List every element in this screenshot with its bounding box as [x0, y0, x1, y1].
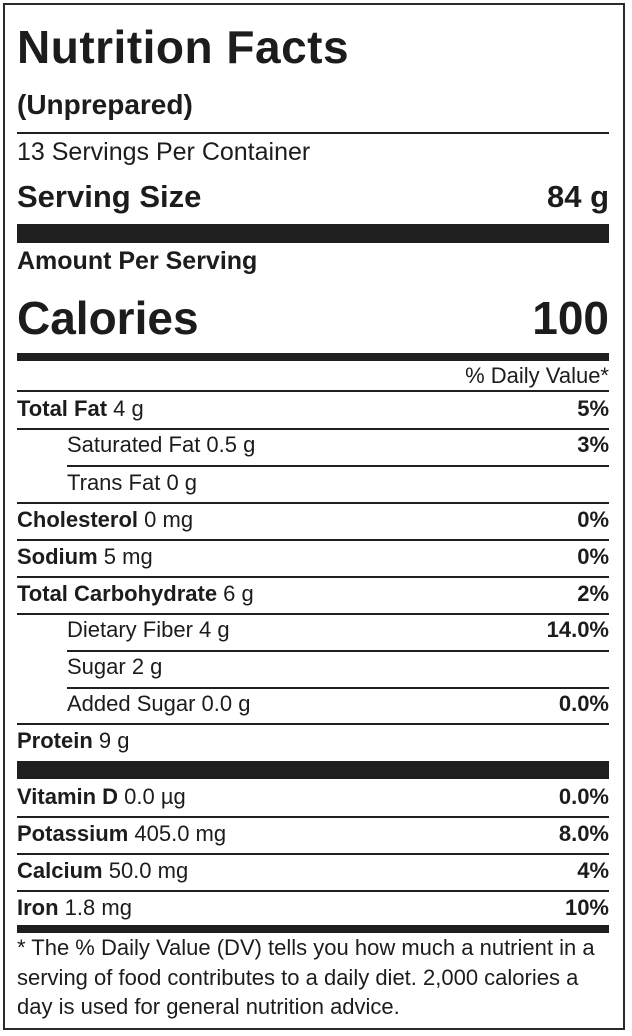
nutrient-row-total-carbohydrate: Total Carbohydrate 6 g 2% — [17, 580, 609, 608]
divider-thin — [17, 390, 609, 392]
divider-thin — [17, 853, 609, 855]
nutrient-amount: 9 g — [92, 728, 130, 753]
nutrient-amount: 6 g — [217, 581, 254, 606]
nutrient-row-potassium: Potassium 405.0 mg 8.0% — [17, 820, 609, 848]
label-subtitle: (Unprepared) — [17, 89, 193, 120]
divider-thin — [17, 613, 609, 615]
divider-thin — [17, 132, 609, 134]
calories-value: 100 — [532, 292, 609, 344]
divider-thin — [67, 465, 609, 467]
nutrient-amount: 4 g — [192, 617, 230, 642]
nutrient-dv: 0.0% — [558, 784, 609, 809]
nutrient-amount: 0 mg — [138, 507, 194, 532]
nutrient-row-added-sugar: Added Sugar 0.0 g 0.0% — [67, 690, 609, 718]
calories-row: Calories 100 — [17, 290, 609, 346]
divider-thin — [17, 428, 609, 430]
footnote: * The % Daily Value (DV) tells you how m… — [17, 935, 595, 1019]
divider-medium — [17, 925, 609, 933]
divider-thick — [17, 224, 609, 243]
nutrient-row-calcium: Calcium 50.0 mg 4% — [17, 857, 609, 885]
nutrient-row-sodium: Sodium 5 mg 0% — [17, 543, 609, 571]
nutrient-row-protein: Protein 9 g — [17, 727, 609, 755]
nutrient-name: Dietary Fiber — [67, 617, 193, 642]
nutrient-dv: 5% — [577, 396, 609, 421]
serving-size-label: Serving Size — [17, 179, 202, 214]
nutrient-row-total-fat: Total Fat 4 g 5% — [17, 395, 609, 423]
nutrient-amount: 50.0 mg — [102, 858, 189, 883]
nutrient-dv: 8.0% — [558, 821, 609, 846]
divider-thin — [17, 890, 609, 892]
nutrient-amount: 0.0 g — [195, 691, 251, 716]
servings-per-container: 13 Servings Per Container — [17, 138, 311, 166]
divider-thin — [17, 816, 609, 818]
nutrient-amount: 0 g — [160, 470, 198, 495]
calories-label: Calories — [17, 292, 199, 344]
nutrient-dv: 3% — [577, 432, 609, 457]
nutrition-facts-label: Nutrition Facts (Unprepared) 13 Servings… — [3, 3, 625, 1030]
nutrient-row-trans-fat: Trans Fat 0 g — [67, 469, 609, 497]
nutrient-dv: 10% — [564, 895, 609, 920]
divider-thin — [17, 723, 609, 725]
nutrient-amount: 2 g — [125, 654, 163, 679]
nutrient-name: Iron — [17, 895, 59, 920]
nutrient-name: Trans Fat — [67, 470, 161, 495]
nutrient-amount: 0.5 g — [200, 432, 256, 457]
divider-thin — [67, 650, 609, 652]
nutrient-row-dietary-fiber: Dietary Fiber 4 g 14.0% — [67, 616, 609, 644]
nutrient-dv: 0.0% — [558, 691, 609, 716]
nutrient-dv: 2% — [577, 581, 609, 606]
nutrient-row-cholesterol: Cholesterol 0 mg 0% — [17, 506, 609, 534]
nutrient-name: Sodium — [17, 544, 98, 569]
nutrient-name: Sugar — [67, 654, 126, 679]
nutrient-name: Total Carbohydrate — [17, 581, 218, 606]
divider-thin — [17, 539, 609, 541]
nutrient-name: Added Sugar — [67, 691, 196, 716]
nutrient-dv: 0% — [577, 507, 609, 532]
divider-thin — [17, 502, 609, 504]
divider-thin — [17, 576, 609, 578]
nutrient-name: Protein — [17, 728, 93, 753]
nutrient-name: Calcium — [17, 858, 103, 883]
divider-medium — [17, 353, 609, 361]
nutrient-row-iron: Iron 1.8 mg 10% — [17, 894, 609, 922]
nutrient-row-vitamin-d: Vitamin D 0.0 µg 0.0% — [17, 783, 609, 811]
daily-value-header: % Daily Value* — [465, 363, 609, 388]
label-title: Nutrition Facts — [17, 21, 350, 73]
divider-thin — [67, 687, 609, 689]
nutrient-amount: 0.0 µg — [118, 784, 186, 809]
nutrient-name: Cholesterol — [17, 507, 139, 532]
amount-per-serving: Amount Per Serving — [17, 247, 258, 275]
nutrient-amount: 1.8 mg — [58, 895, 132, 920]
nutrient-name: Saturated Fat — [67, 432, 201, 457]
nutrient-amount: 405.0 mg — [128, 821, 227, 846]
nutrient-amount: 5 mg — [97, 544, 153, 569]
nutrient-dv: 0% — [577, 544, 609, 569]
nutrient-name: Potassium — [17, 821, 129, 846]
nutrient-dv: 14.0% — [546, 617, 609, 642]
divider-thick — [17, 761, 609, 779]
serving-size-value: 84 g — [546, 179, 609, 214]
nutrient-name: Total Fat — [17, 396, 108, 421]
serving-size-row: Serving Size 84 g — [17, 177, 609, 217]
nutrient-row-saturated-fat: Saturated Fat 0.5 g 3% — [67, 431, 609, 459]
nutrient-row-sugar: Sugar 2 g — [67, 653, 609, 681]
nutrient-name: Vitamin D — [17, 784, 119, 809]
nutrient-amount: 4 g — [107, 396, 144, 421]
nutrient-dv: 4% — [577, 858, 609, 883]
label-content: Nutrition Facts (Unprepared) 13 Servings… — [17, 5, 609, 1028]
